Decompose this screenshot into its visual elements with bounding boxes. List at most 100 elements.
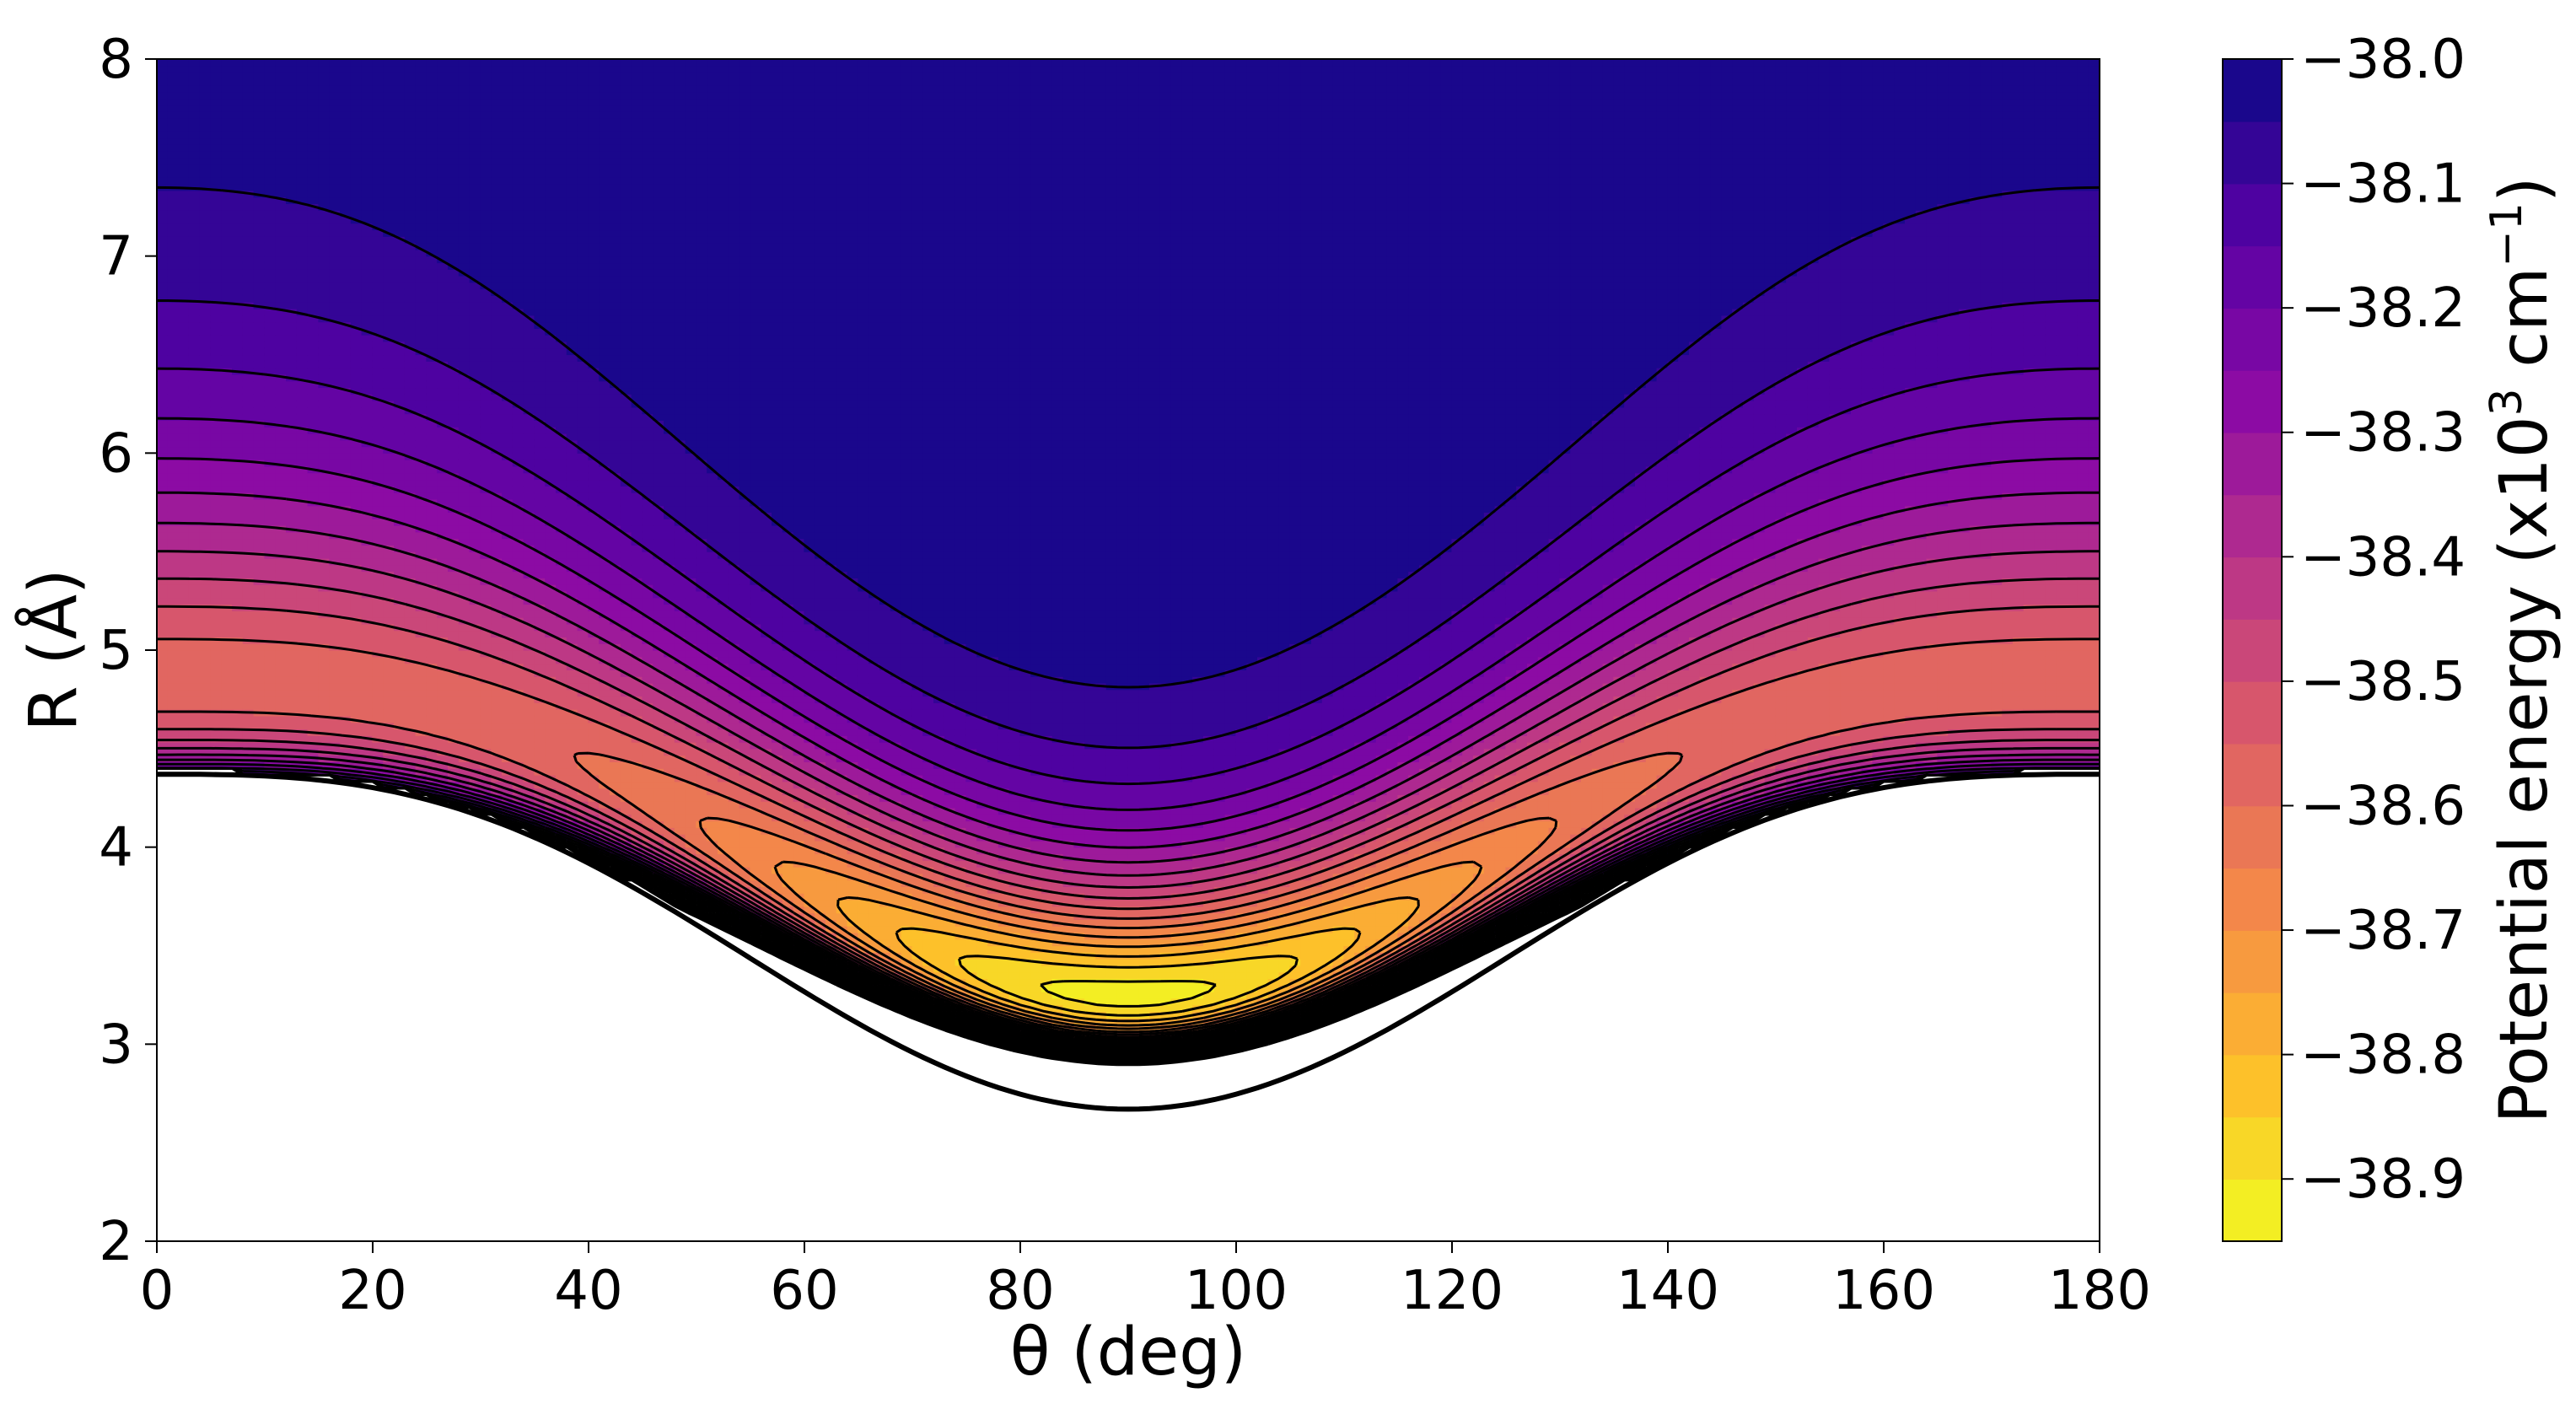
contour-cell [383,353,395,362]
contour-cell [361,104,374,112]
contour-cell [275,413,288,421]
contour-cell [318,485,331,493]
contour-cell [404,321,417,329]
contour-cell [556,261,567,270]
contour-cell [340,341,352,349]
contour-cell [426,755,438,762]
contour-cell [610,505,621,513]
contour-cell [221,524,234,533]
contour-cell [545,360,557,368]
contour-cell [491,360,503,368]
contour-cell [599,334,611,342]
contour-cell [588,610,600,618]
contour-cell [415,406,428,415]
contour-cell [415,439,428,448]
contour-cell [372,426,385,434]
contour-cell [437,386,449,395]
contour-cell [264,374,277,382]
contour-cell [296,708,309,717]
contour-cell [157,321,169,329]
contour-cell [502,169,514,178]
contour-cell [199,209,212,218]
contour-cell [253,695,266,703]
contour-cell [188,531,201,540]
contour-cell [264,557,277,566]
contour-cell [491,465,503,474]
contour-cell [253,223,266,231]
contour-cell [221,741,234,750]
contour-cell [167,72,180,79]
contour-cell [534,353,546,362]
contour-cell [167,327,180,336]
contour-cell [188,367,201,375]
contour-cell [458,59,471,67]
contour-cell [545,255,557,264]
contour-cell [556,190,567,198]
contour-cell [512,78,524,86]
contour-cell [491,131,503,139]
contour-cell [253,669,266,677]
contour-cell [534,84,546,93]
contour-cell [448,110,460,119]
contour-cell [350,334,363,342]
contour-cell [448,380,460,389]
contour-cell [199,190,212,198]
contour-cell [534,380,546,389]
contour-cell [404,209,417,218]
contour-cell [167,459,180,467]
contour-cell [620,767,632,776]
contour-cell [631,793,643,802]
contour-cell [480,196,492,204]
contour-cell [545,452,557,460]
contour-cell [232,315,244,323]
contour-cell [221,669,234,677]
contour-cell [610,814,621,822]
contour-cell [242,439,255,448]
contour-cell [534,544,546,552]
contour-cell [188,386,201,395]
contour-cell [394,741,406,750]
contour-cell [426,695,438,703]
contour-cell [318,386,331,395]
contour-cell [188,223,201,231]
contour-cell [545,131,557,139]
contour-cell [372,492,385,500]
contour-cell [372,229,385,237]
contour-cell [566,282,578,290]
contour-cell [491,524,503,533]
contour-cell [502,675,514,684]
contour-cell [599,557,611,566]
contour-cell [253,347,266,356]
contour-cell [157,202,169,211]
contour-cell [512,485,524,493]
contour-cell [286,268,298,277]
contour-cell [253,597,266,605]
contour-cell [458,748,471,756]
contour-cell [318,498,331,507]
contour-cell [318,551,331,559]
contour-cell [588,216,600,224]
contour-cell [275,242,288,250]
contour-cell [167,78,180,86]
contour-cell [318,511,331,519]
contour-cell [599,261,611,270]
contour-cell [253,131,266,139]
contour-cell [296,353,309,362]
contour-cell [534,288,546,296]
contour-cell [318,321,331,329]
contour-cell [469,630,481,637]
contour-cell [383,72,395,79]
contour-cell [329,223,341,231]
contour-cell [383,492,395,500]
contour-cell [448,255,460,264]
contour-cell [286,117,298,126]
contour-cell [545,544,557,552]
contour-cell [502,104,514,112]
contour-cell [178,597,190,605]
contour-cell [523,630,535,637]
contour-cell [448,702,460,710]
contour-cell [620,374,632,382]
contour-cell [458,630,471,637]
contour-cell [415,275,428,283]
contour-cell [350,630,363,637]
